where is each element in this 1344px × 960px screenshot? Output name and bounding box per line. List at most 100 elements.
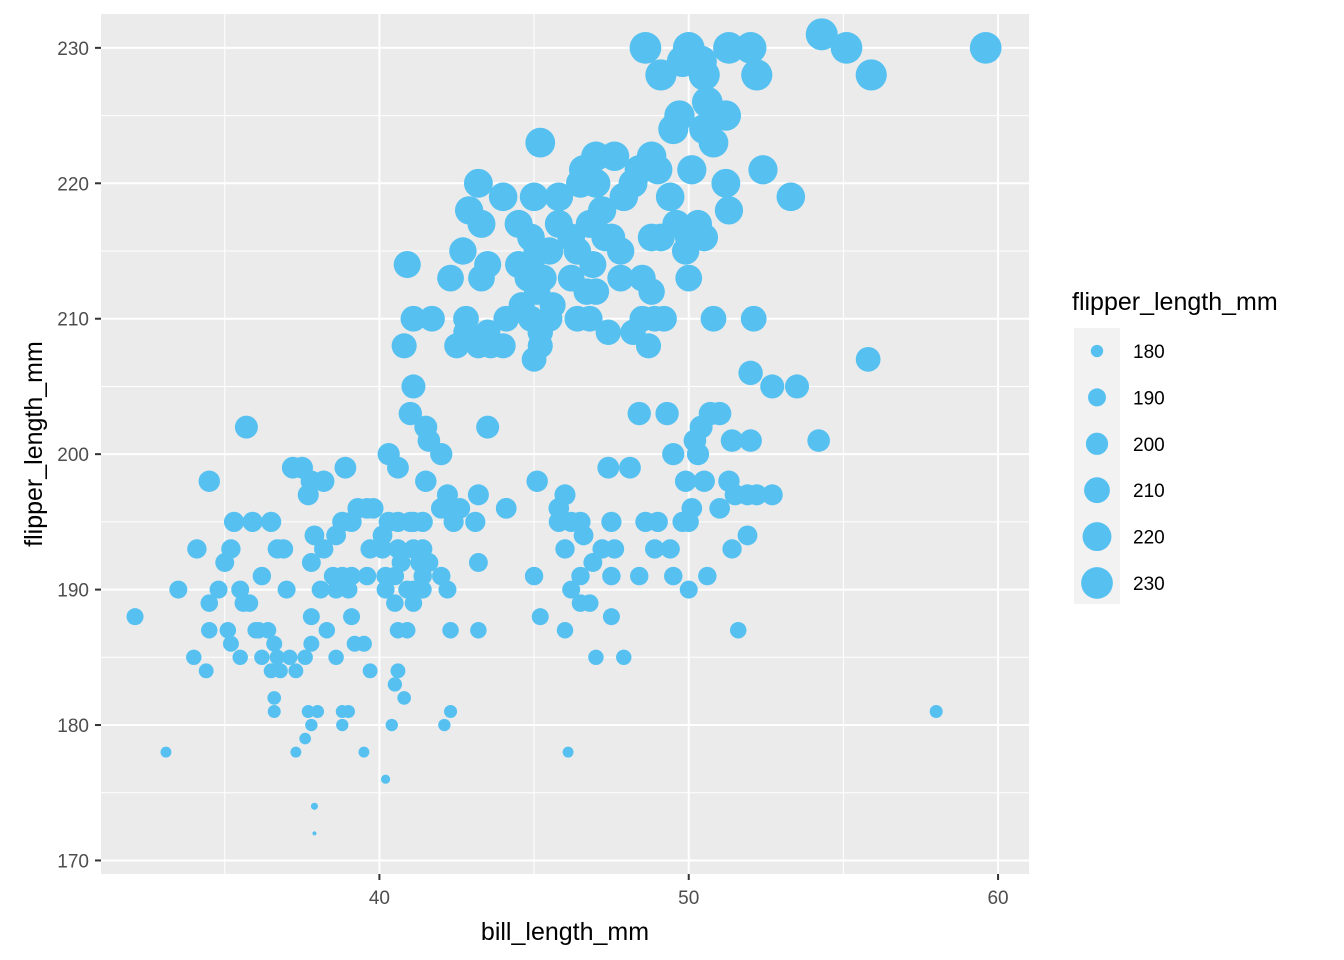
data-point xyxy=(198,470,220,492)
data-point xyxy=(707,401,732,426)
data-point xyxy=(655,182,685,212)
axis-ticks xyxy=(95,46,1000,880)
data-point xyxy=(387,677,403,692)
data-point xyxy=(580,594,599,612)
data-point xyxy=(288,663,304,679)
data-point xyxy=(341,704,355,718)
legend-label: 180 xyxy=(1133,342,1165,363)
legend-label: 190 xyxy=(1133,388,1165,409)
data-point xyxy=(784,374,810,399)
data-point xyxy=(272,663,288,679)
data-point xyxy=(555,539,575,559)
x-axis-tick-labels: 40 50 60 xyxy=(369,888,1009,909)
data-point xyxy=(467,209,496,238)
data-point xyxy=(579,251,607,279)
data-point xyxy=(240,594,259,612)
data-point xyxy=(595,319,622,345)
data-point xyxy=(525,127,556,158)
legend-keys: 180 190 200 210 220 230 xyxy=(1081,342,1165,599)
x-tick-label: 60 xyxy=(987,888,1008,909)
data-point xyxy=(583,553,603,572)
data-point xyxy=(807,429,830,452)
legend-title: flipper_length_mm xyxy=(1072,288,1278,316)
data-point xyxy=(311,704,325,718)
data-point xyxy=(616,649,632,666)
y-axis-title: flipper_length_mm xyxy=(20,341,48,547)
data-point xyxy=(700,305,727,332)
data-point xyxy=(738,360,763,386)
data-point xyxy=(318,621,336,639)
data-point xyxy=(269,649,286,666)
data-point xyxy=(855,346,881,372)
data-point xyxy=(582,278,610,305)
data-point xyxy=(336,718,349,732)
data-point xyxy=(739,429,762,452)
legend-key-point xyxy=(1090,344,1104,358)
data-point xyxy=(630,566,649,586)
data-point xyxy=(531,608,549,626)
data-point xyxy=(449,237,477,265)
data-point xyxy=(645,59,677,91)
data-point xyxy=(467,484,489,506)
data-point xyxy=(748,155,778,185)
data-point xyxy=(261,511,282,532)
data-point xyxy=(393,251,421,279)
panel-background xyxy=(101,14,1029,874)
data-point xyxy=(544,182,574,212)
data-point xyxy=(390,663,406,679)
data-point xyxy=(504,209,533,238)
data-point xyxy=(401,374,426,399)
data-point xyxy=(413,580,432,599)
data-point xyxy=(629,31,662,64)
data-point xyxy=(372,539,393,559)
data-point xyxy=(677,155,707,185)
data-point xyxy=(442,621,459,639)
data-point xyxy=(259,621,277,639)
data-point xyxy=(323,566,343,586)
data-point xyxy=(571,566,590,586)
data-point xyxy=(714,196,744,225)
data-point xyxy=(493,305,520,332)
data-point xyxy=(311,580,330,599)
data-point xyxy=(468,264,495,292)
data-point xyxy=(805,18,838,51)
data-point xyxy=(391,333,417,359)
data-point xyxy=(314,539,334,559)
data-point xyxy=(198,663,214,679)
data-point xyxy=(398,401,423,426)
data-point xyxy=(521,346,547,372)
data-point xyxy=(430,443,453,466)
data-point xyxy=(281,649,298,666)
data-point xyxy=(562,580,581,599)
data-point xyxy=(686,443,710,466)
data-point xyxy=(438,718,451,732)
data-point xyxy=(437,264,464,292)
legend-key-point xyxy=(1088,388,1106,407)
data-point xyxy=(929,704,943,718)
data-point xyxy=(453,305,479,332)
data-point xyxy=(722,539,742,559)
data-point xyxy=(444,704,458,718)
data-point xyxy=(376,580,395,599)
legend-key-background xyxy=(1074,328,1120,604)
y-tick-label: 170 xyxy=(57,851,89,872)
data-point xyxy=(698,566,717,586)
data-point xyxy=(444,333,470,359)
data-point xyxy=(588,649,604,666)
data-point xyxy=(526,470,548,492)
data-point xyxy=(386,594,404,612)
data-point xyxy=(643,155,673,185)
x-tick-label: 40 xyxy=(369,888,390,909)
data-point xyxy=(737,525,758,546)
data-point xyxy=(299,732,311,745)
data-point xyxy=(674,470,697,492)
data-point xyxy=(326,525,346,546)
data-point xyxy=(597,223,626,252)
data-point xyxy=(209,580,228,599)
data-point xyxy=(267,691,282,705)
data-point xyxy=(302,608,320,626)
data-point xyxy=(234,415,258,439)
data-point xyxy=(637,223,666,252)
data-point xyxy=(273,539,294,559)
y-tick-label: 190 xyxy=(57,581,89,602)
